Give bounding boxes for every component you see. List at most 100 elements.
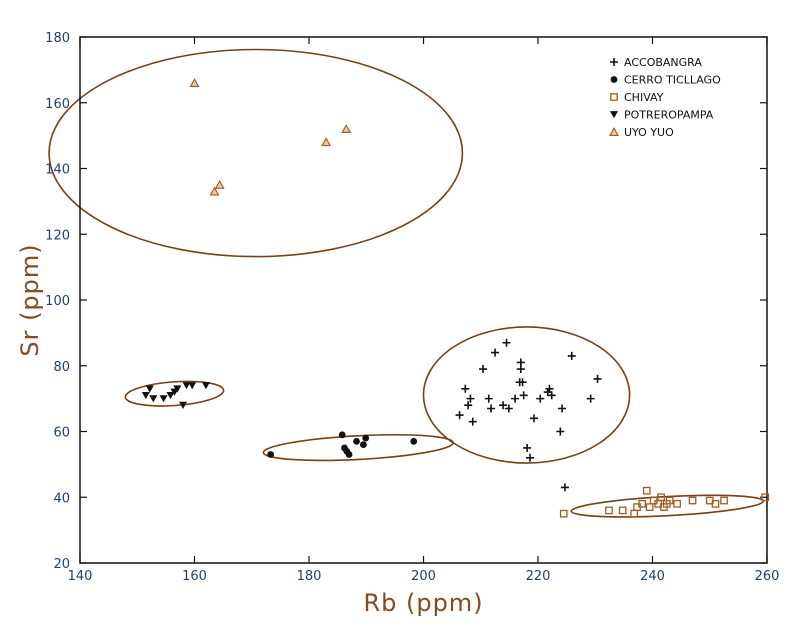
y-tick-label: 100	[45, 294, 70, 309]
legend-label-chivay: CHIVAY	[624, 91, 664, 104]
data-point-accobangra	[479, 365, 488, 374]
legend-marker-chivay	[610, 93, 618, 101]
data-point-accobangra	[529, 414, 538, 423]
x-tick-label: 160	[182, 569, 207, 584]
data-point-potreropampa	[145, 385, 154, 393]
data-point-accobangra	[547, 391, 556, 400]
legend-label-potreropampa: POTREROPAMPA	[624, 109, 714, 122]
x-tick-label: 200	[411, 569, 436, 584]
data-point-cerro-ticllago	[359, 441, 367, 449]
data-point-accobangra	[525, 453, 534, 462]
data-point-uyo-yuo	[321, 137, 332, 147]
data-point-chivay	[605, 506, 613, 515]
data-point-accobangra	[487, 404, 496, 413]
data-point-accobangra	[466, 394, 475, 403]
data-point-cerro-ticllago	[362, 434, 370, 442]
data-point-potreropampa	[179, 401, 188, 409]
data-point-chivay	[638, 499, 647, 508]
data-point-uyo-yuo	[341, 124, 352, 133]
data-point-accobangra	[502, 338, 511, 347]
data-point-chivay	[711, 499, 720, 508]
x-axis-title: Rb (ppm)	[363, 589, 483, 617]
axis-ticks: 140 160 180 200 220 240 260 20 40 60 80 100 120 140 16…	[45, 31, 779, 584]
y-tick-label: 40	[53, 491, 70, 506]
data-point-accobangra	[504, 404, 513, 413]
series-chivay	[559, 486, 770, 518]
x-tick-label: 260	[755, 569, 780, 584]
data-point-chivay	[761, 493, 770, 502]
data-point-accobangra	[518, 378, 527, 387]
data-point-accobangra	[523, 443, 532, 452]
legend-label-cerro-ticllago: CERRO TICLLAGO	[624, 74, 721, 87]
data-point-potreropampa	[188, 382, 197, 390]
data-point-chivay	[618, 506, 627, 515]
data-point-accobangra	[567, 351, 576, 360]
y-tick-label: 160	[45, 97, 70, 112]
data-point-cerro-ticllago	[353, 437, 360, 445]
data-point-accobangra	[560, 483, 569, 492]
data-point-chivay	[559, 509, 568, 518]
data-point-chivay	[673, 499, 681, 508]
data-point-potreropampa	[149, 395, 158, 403]
data-markers	[141, 78, 770, 518]
series-potreropampa	[141, 382, 210, 409]
data-point-cerro-ticllago	[410, 437, 418, 445]
data-point-cerro-ticllago	[338, 431, 346, 439]
y-tick-label: 20	[53, 557, 70, 572]
data-point-accobangra	[593, 374, 602, 383]
data-point-potreropampa	[141, 391, 150, 400]
legend-label-accobangra: ACCOBANGRA	[624, 56, 702, 69]
legend-marker-cerro-ticllago	[610, 76, 618, 83]
group-ellipses	[48, 48, 765, 518]
legend-label-uyo-yuo: UYO YUO	[624, 126, 674, 139]
x-tick-label: 180	[297, 569, 322, 584]
data-point-uyo-yuo	[189, 78, 200, 87]
data-point-chivay	[657, 493, 665, 502]
data-point-potreropampa	[201, 382, 210, 390]
legend-marker-potreropampa	[610, 111, 618, 119]
data-point-accobangra	[464, 401, 473, 410]
data-point-chivay	[665, 496, 674, 505]
data-point-chivay	[720, 496, 728, 505]
data-point-chivay	[688, 496, 697, 505]
x-tick-label: 220	[526, 569, 551, 584]
data-point-accobangra	[484, 394, 493, 403]
y-tick-label: 140	[45, 163, 70, 178]
data-point-potreropampa	[166, 391, 175, 400]
y-tick-label: 120	[45, 228, 70, 243]
data-point-accobangra	[499, 401, 508, 410]
series-accobangra	[455, 338, 602, 492]
data-point-uyo-yuo	[209, 186, 220, 196]
series-cerro-ticllago	[267, 431, 418, 458]
data-point-accobangra	[455, 411, 464, 420]
data-point-cerro-ticllago	[345, 451, 353, 458]
data-point-accobangra	[519, 391, 528, 400]
data-point-accobangra	[468, 417, 477, 426]
data-point-uyo-yuo	[214, 180, 225, 189]
x-tick-label: 140	[68, 569, 93, 584]
data-point-potreropampa	[182, 382, 191, 390]
x-tick-label: 240	[640, 569, 665, 584]
y-tick-label: 180	[45, 31, 70, 46]
legend-marker-accobangra	[610, 58, 618, 66]
data-point-accobangra	[558, 404, 567, 413]
data-point-accobangra	[516, 365, 525, 374]
data-point-accobangra	[586, 394, 595, 403]
y-tick-label: 80	[53, 360, 70, 375]
data-point-accobangra	[545, 384, 554, 393]
ellipse-uyo-yuo	[48, 48, 464, 258]
legend-marker-uyo-yuo	[609, 127, 619, 136]
ellipse-potreropampa	[124, 380, 225, 407]
data-point-chivay	[642, 486, 651, 495]
data-point-accobangra	[536, 394, 545, 403]
y-axis-title: Sr (ppm)	[16, 243, 44, 356]
data-point-accobangra	[491, 348, 500, 357]
data-point-accobangra	[461, 384, 470, 393]
data-point-accobangra	[511, 394, 520, 403]
data-point-cerro-ticllago	[267, 451, 275, 458]
legend: ACCOBANGRA CERRO TICLLAGO CHIVAY POTREROPAM…	[609, 56, 721, 139]
y-tick-label: 60	[53, 426, 70, 441]
data-point-potreropampa	[173, 385, 182, 393]
